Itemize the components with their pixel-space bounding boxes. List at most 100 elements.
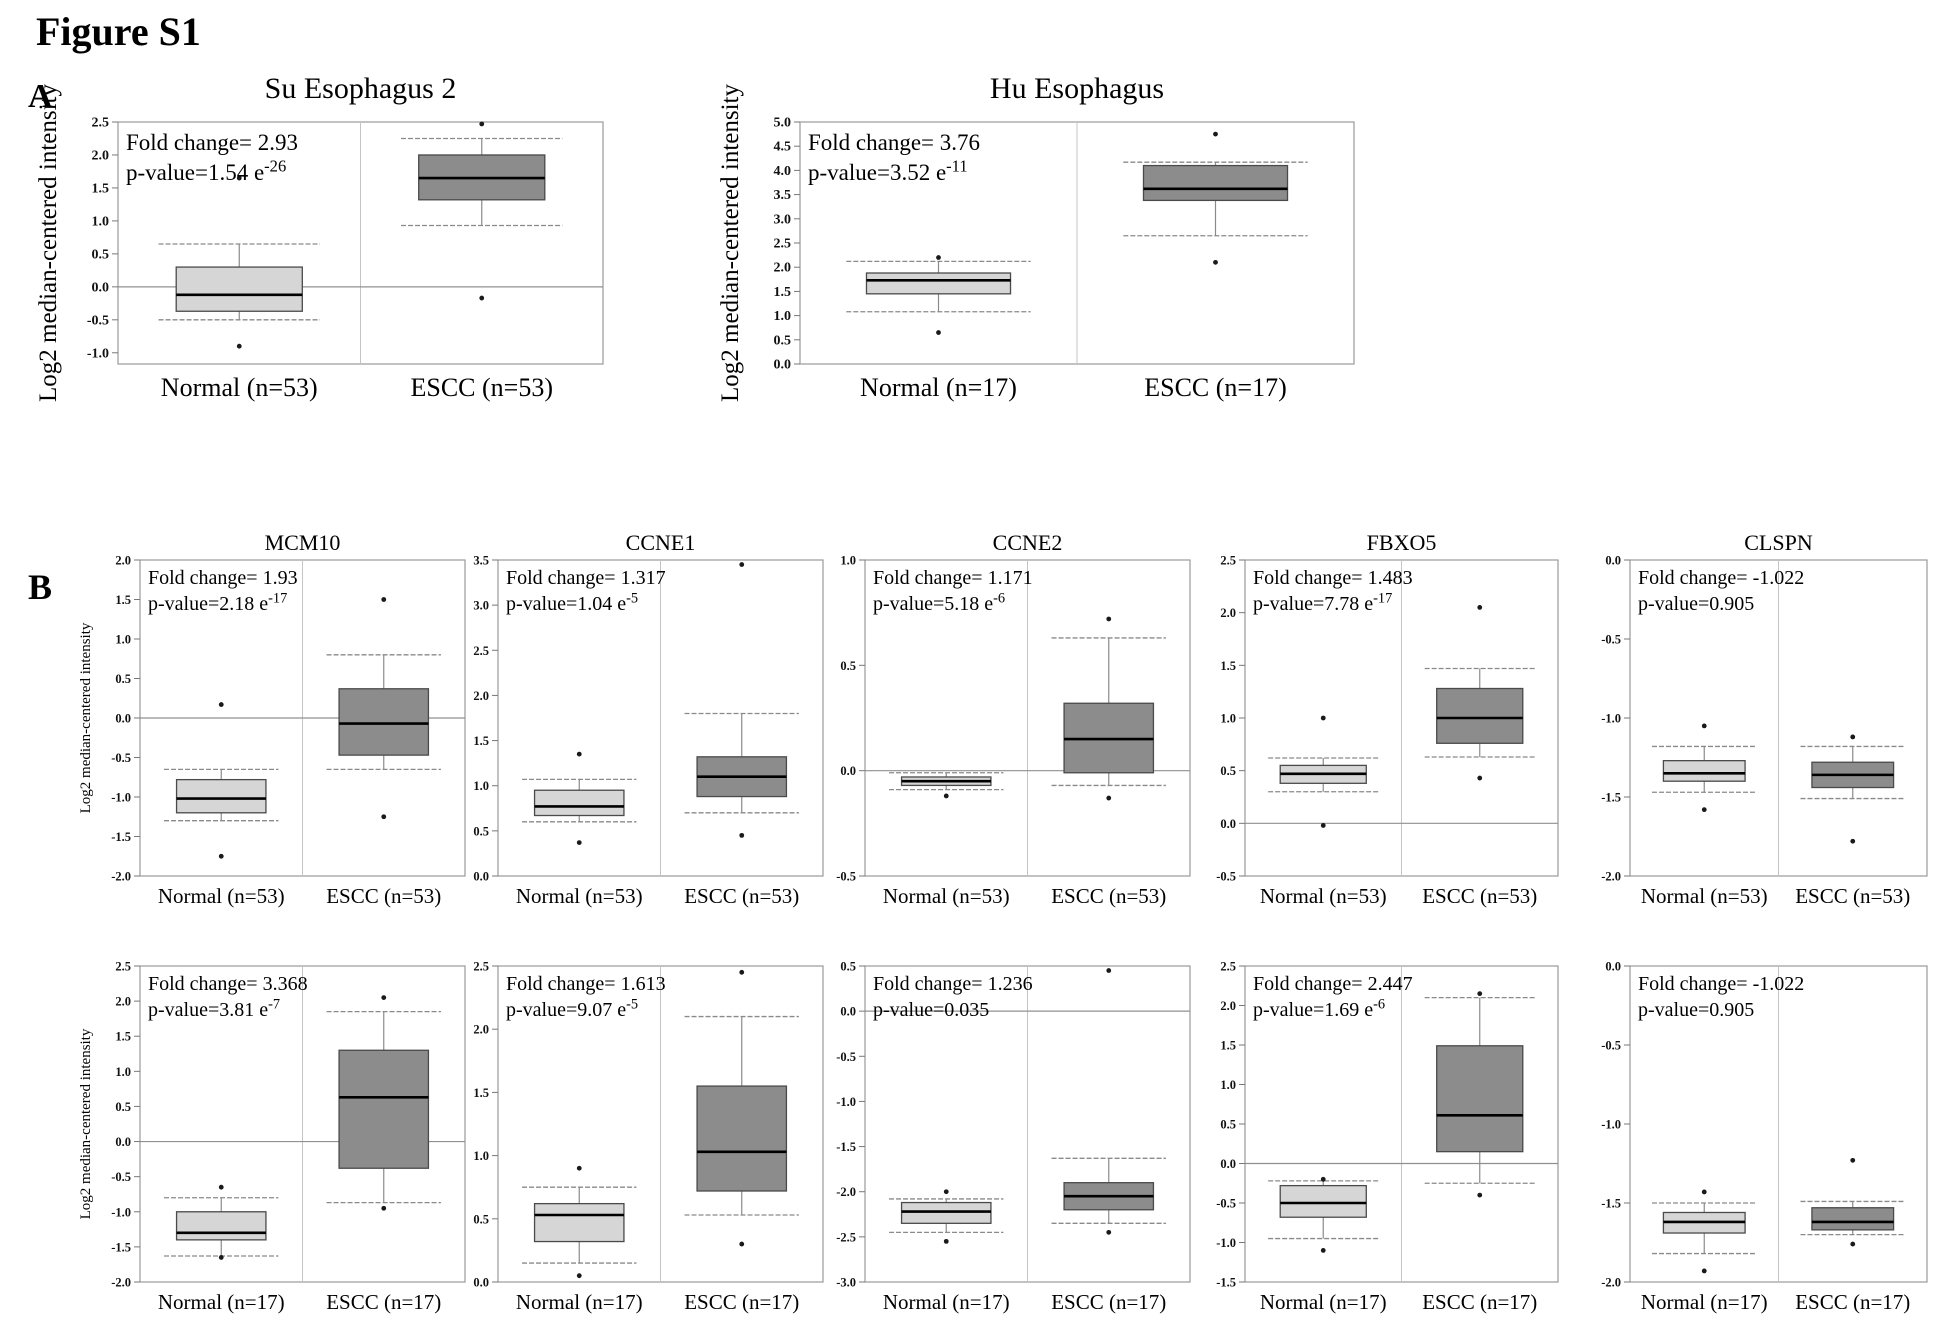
y-axis-tick-label: -1.5 (111, 830, 131, 844)
box-normal (533, 1202, 625, 1243)
outlier-point (943, 1189, 949, 1195)
x-axis-label-escc: ESCC (n=17) (1795, 1290, 1910, 1314)
y-axis-tick-label: 2.0 (1220, 999, 1236, 1013)
p-value-annotation: p-value=3.52 e-11 (808, 156, 968, 185)
boxplot-su-esophagus-2: 2.5 2.0 1.5 1.0 0.5 0.0 -0.5 -1.0 Su Esophagus 2… (35, 72, 604, 402)
y-axis-tick-label: 3.0 (774, 212, 792, 227)
y-axis-tick-label: 0.5 (1220, 764, 1236, 778)
y-axis-tick-label: 0.0 (115, 1135, 131, 1149)
boxplot-ccne2-n17: 0.5 0.0 -0.5 -1.0 -1.5 -2.0 -2.5 -3.0 Normal (n=… (836, 960, 1191, 1314)
fold-change-annotation: Fold change= 1.171 (873, 567, 1033, 589)
plot-title: Hu Esophagus (990, 72, 1164, 105)
y-axis-tick-label: 0.5 (115, 1100, 131, 1114)
y-axis-tick-label: -2.0 (1601, 1276, 1621, 1290)
box-escc (1436, 687, 1524, 744)
y-axis-tick-label: -0.5 (1601, 1039, 1621, 1053)
x-axis-label-normal: Normal (n=53) (1260, 884, 1387, 908)
y-axis-tick-label: 2.5 (774, 237, 792, 252)
p-value-exponent: -6 (1373, 996, 1385, 1012)
panel-b-label: B (28, 567, 53, 607)
x-axis-label-normal: Normal (n=17) (1641, 1290, 1768, 1314)
outlier-point (1320, 823, 1326, 828)
fold-change-annotation: Fold change= 2.447 (1253, 973, 1413, 995)
outlier-point (1477, 991, 1483, 997)
outlier-point (1850, 734, 1856, 740)
x-axis-label-normal: Normal (n=17) (883, 1290, 1010, 1314)
y-axis-tick-label: 2.5 (473, 960, 489, 974)
boxplot-container-ccne2-n53: 1.0 0.5 0.0 -0.5 CCNE2 Normal (n=53) ESCC (n=5… (821, 530, 1196, 916)
boxplot-fbxo5-n53: 2.5 2.0 1.5 1.0 0.5 0.0 -0.5 FBXO5 Normal (n=53)… (1216, 530, 1559, 908)
p-value-exponent: -6 (993, 590, 1005, 606)
outlier-point (1850, 1241, 1856, 1247)
outlier-point (1106, 795, 1112, 801)
x-axis-label-normal: Normal (n=53) (1641, 884, 1768, 908)
y-axis-tick-label: 1.5 (115, 1030, 131, 1044)
outlier-point (218, 702, 224, 707)
box-normal (1279, 1184, 1367, 1218)
boxplot-ccne2-n53: 1.0 0.5 0.0 -0.5 CCNE2 Normal (n=53) ESCC (n=5… (836, 530, 1191, 908)
p-value-annotation: p-value=0.035 (873, 999, 989, 1021)
p-value-annotation: p-value=0.905 (1638, 593, 1754, 615)
outlier-point (381, 597, 387, 602)
fold-change-annotation: Fold change= -1.022 (1638, 567, 1804, 589)
y-axis-tick-label: 0.5 (840, 960, 856, 974)
y-axis-tick-label: 4.0 (774, 164, 792, 179)
y-axis-tick-label: 2.5 (1220, 960, 1236, 974)
y-axis-title: Log2 median-centered intensity (35, 84, 62, 402)
plot-title: CCNE2 (993, 530, 1063, 555)
boxplot-mcm10-n17: 2.5 2.0 1.5 1.0 0.5 0.0 -0.5 -1.0 -1.5 -2.0 Log2 m… (78, 960, 466, 1314)
y-axis-tick-label: 0.5 (115, 672, 131, 686)
y-axis-tick-label: 3.0 (473, 599, 489, 613)
p-value-annotation: p-value=5.18 e-6 (873, 590, 1005, 615)
outlier-point (943, 1238, 949, 1244)
boxplot-container-mcm10-n17: 2.5 2.0 1.5 1.0 0.5 0.0 -0.5 -1.0 -1.5 -2.0 Log2 m… (74, 936, 471, 1322)
outlier-point (739, 969, 745, 975)
y-axis-tick-label: 2.0 (1220, 606, 1236, 620)
y-axis-tick-label: -1.0 (1216, 1236, 1236, 1250)
y-axis-tick-label: 0.0 (473, 1276, 489, 1290)
p-value-annotation: p-value=1.69 e-6 (1253, 996, 1385, 1021)
y-axis-tick-label: 2.5 (1220, 554, 1236, 568)
outlier-point (1701, 1268, 1707, 1274)
x-axis-label-escc: ESCC (n=53) (326, 884, 441, 908)
boxplot-ccne1-n53: 3.5 3.0 2.5 2.0 1.5 1.0 0.5 0.0 CCNE1 Normal (n=5… (473, 530, 824, 908)
y-axis-tick-label: 0.5 (840, 659, 856, 673)
outlier-point (1850, 838, 1856, 844)
y-axis-tick-label: -1.5 (1601, 791, 1621, 805)
boxplot-clspn-n17: 0.0 -0.5 -1.0 -1.5 -2.0 Normal (n=17) ESCC (n=… (1601, 960, 1928, 1314)
box-escc (696, 1085, 788, 1192)
outlier-point (1701, 1189, 1707, 1195)
box-normal (175, 778, 267, 814)
x-axis-label-normal: Normal (n=53) (158, 884, 285, 908)
y-axis-tick-label: 4.5 (774, 140, 792, 155)
y-axis-tick-label: 1.0 (473, 1149, 489, 1163)
figure-title: Figure S1 (36, 9, 201, 54)
box-escc (338, 688, 430, 756)
boxplot-hu-esophagus: 5.0 4.5 4.0 3.5 3.0 2.5 2.0 1.5 1.0 0.5 0.0 Hu Esop… (717, 72, 1355, 402)
y-axis-tick-label: 2.0 (473, 689, 489, 703)
box-escc (338, 1049, 430, 1169)
outlier-point (739, 562, 745, 567)
y-axis-tick-label: 0.0 (1220, 1157, 1236, 1171)
boxplot-container-ccne1-n17: 2.5 2.0 1.5 1.0 0.5 0.0 Normal (n=17) ESCC (n=1… (454, 936, 829, 1322)
p-value-exponent: -7 (268, 996, 280, 1012)
y-axis-tick-label: 1.0 (473, 779, 489, 793)
y-axis-tick-label: 2.0 (115, 995, 131, 1009)
outlier-point (236, 175, 242, 181)
y-axis-tick-label: 5.0 (774, 116, 792, 131)
outlier-point (1701, 807, 1707, 813)
plot-title: CCNE1 (626, 530, 696, 555)
outlier-point (381, 995, 387, 1000)
x-axis-label-normal: Normal (n=17) (1260, 1290, 1387, 1314)
y-axis-tick-label: -2.0 (111, 870, 131, 884)
x-axis-label-normal: Normal (n=53) (161, 373, 318, 402)
outlier-point (479, 121, 485, 127)
plot-title: Su Esophagus 2 (265, 72, 457, 105)
outlier-point (1477, 775, 1483, 781)
y-axis-tick-label: -0.5 (1216, 870, 1236, 884)
outlier-point (576, 1165, 582, 1171)
y-axis-tick-label: 0.5 (92, 247, 110, 262)
x-axis-label-escc: ESCC (n=53) (1051, 884, 1166, 908)
outlier-point (739, 1241, 745, 1247)
outlier-point (1213, 131, 1218, 137)
